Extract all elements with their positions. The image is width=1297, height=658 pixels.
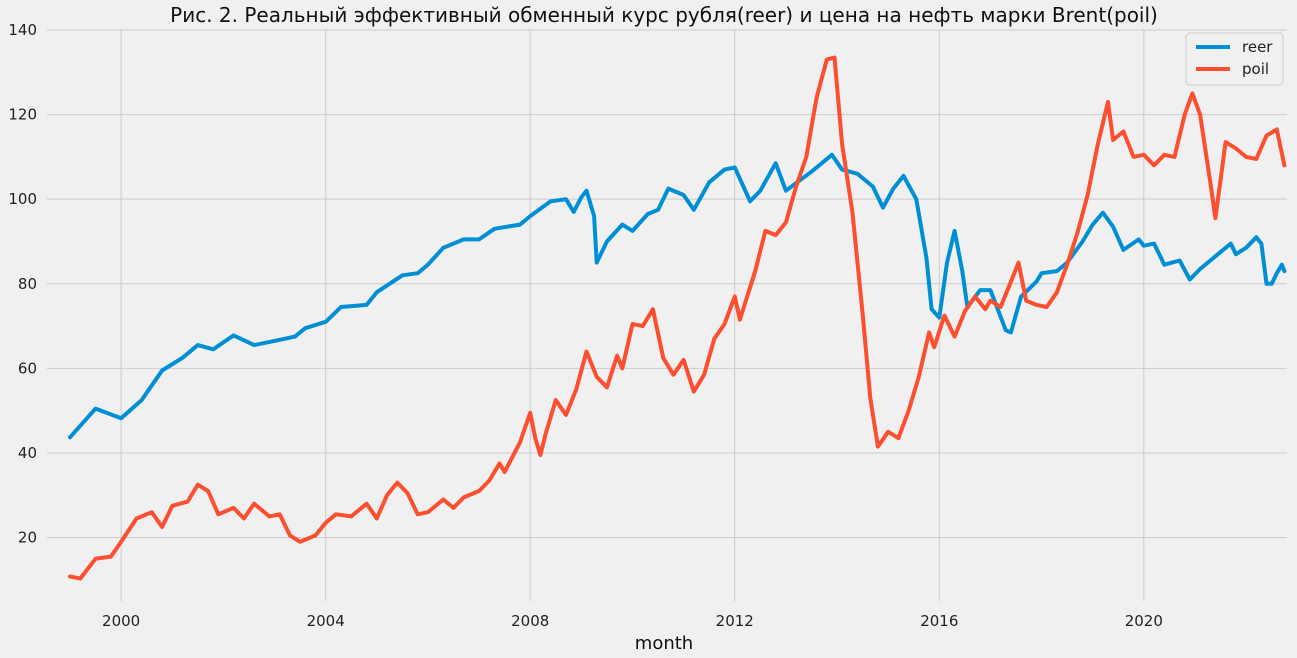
x-tick-label: 2000 bbox=[102, 612, 140, 630]
x-tick-label: 2016 bbox=[920, 612, 958, 630]
y-tick-label: 100 bbox=[8, 190, 37, 208]
y-tick-label: 60 bbox=[18, 359, 37, 377]
y-tick-label: 120 bbox=[8, 106, 37, 124]
x-tick-labels: 2000 2004 2008 2012 2016 2020 bbox=[102, 612, 1163, 630]
legend-label-reer: reer bbox=[1242, 38, 1273, 56]
grid bbox=[47, 29, 1287, 601]
y-tick-label: 80 bbox=[18, 275, 37, 293]
legend: reer poil bbox=[1185, 32, 1284, 86]
series-lines bbox=[68, 55, 1287, 581]
chart-title: Рис. 2. Реальный эффективный обменный ку… bbox=[170, 3, 1158, 27]
series-line-poil bbox=[68, 55, 1287, 581]
x-tick-label: 2004 bbox=[307, 612, 345, 630]
y-tick-labels: 20 40 60 80 100 120 140 bbox=[8, 21, 37, 547]
x-tick-label: 2012 bbox=[716, 612, 754, 630]
x-axis-title: month bbox=[635, 633, 693, 654]
x-tick-label: 2008 bbox=[511, 612, 549, 630]
x-tick-label: 2020 bbox=[1125, 612, 1163, 630]
y-tick-label: 40 bbox=[18, 444, 37, 462]
legend-label-poil: poil bbox=[1242, 60, 1269, 78]
y-tick-label: 20 bbox=[18, 529, 37, 547]
y-tick-label: 140 bbox=[8, 21, 37, 39]
